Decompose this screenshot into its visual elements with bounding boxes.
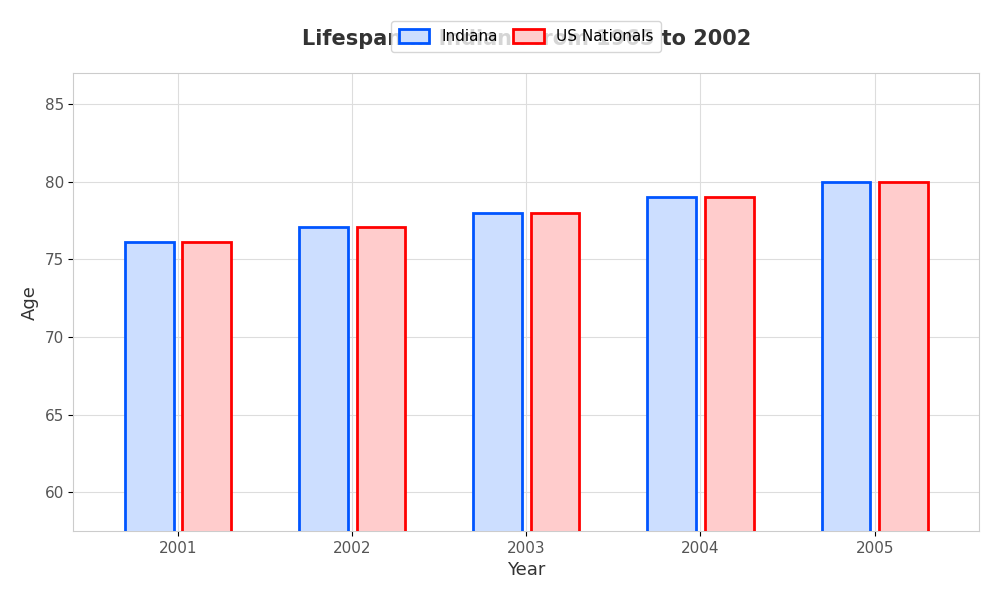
Bar bbox=[182, 242, 231, 600]
Y-axis label: Age: Age bbox=[21, 284, 39, 320]
Bar bbox=[879, 182, 928, 600]
Bar bbox=[473, 213, 522, 600]
Bar bbox=[125, 242, 174, 600]
Legend: Indiana, US Nationals: Indiana, US Nationals bbox=[391, 22, 661, 52]
Bar bbox=[822, 182, 870, 600]
X-axis label: Year: Year bbox=[507, 561, 546, 579]
Bar bbox=[531, 213, 579, 600]
Title: Lifespan in Indiana from 1965 to 2002: Lifespan in Indiana from 1965 to 2002 bbox=[302, 29, 751, 49]
Bar bbox=[299, 227, 348, 600]
Bar bbox=[357, 227, 405, 600]
Bar bbox=[705, 197, 754, 600]
Bar bbox=[647, 197, 696, 600]
